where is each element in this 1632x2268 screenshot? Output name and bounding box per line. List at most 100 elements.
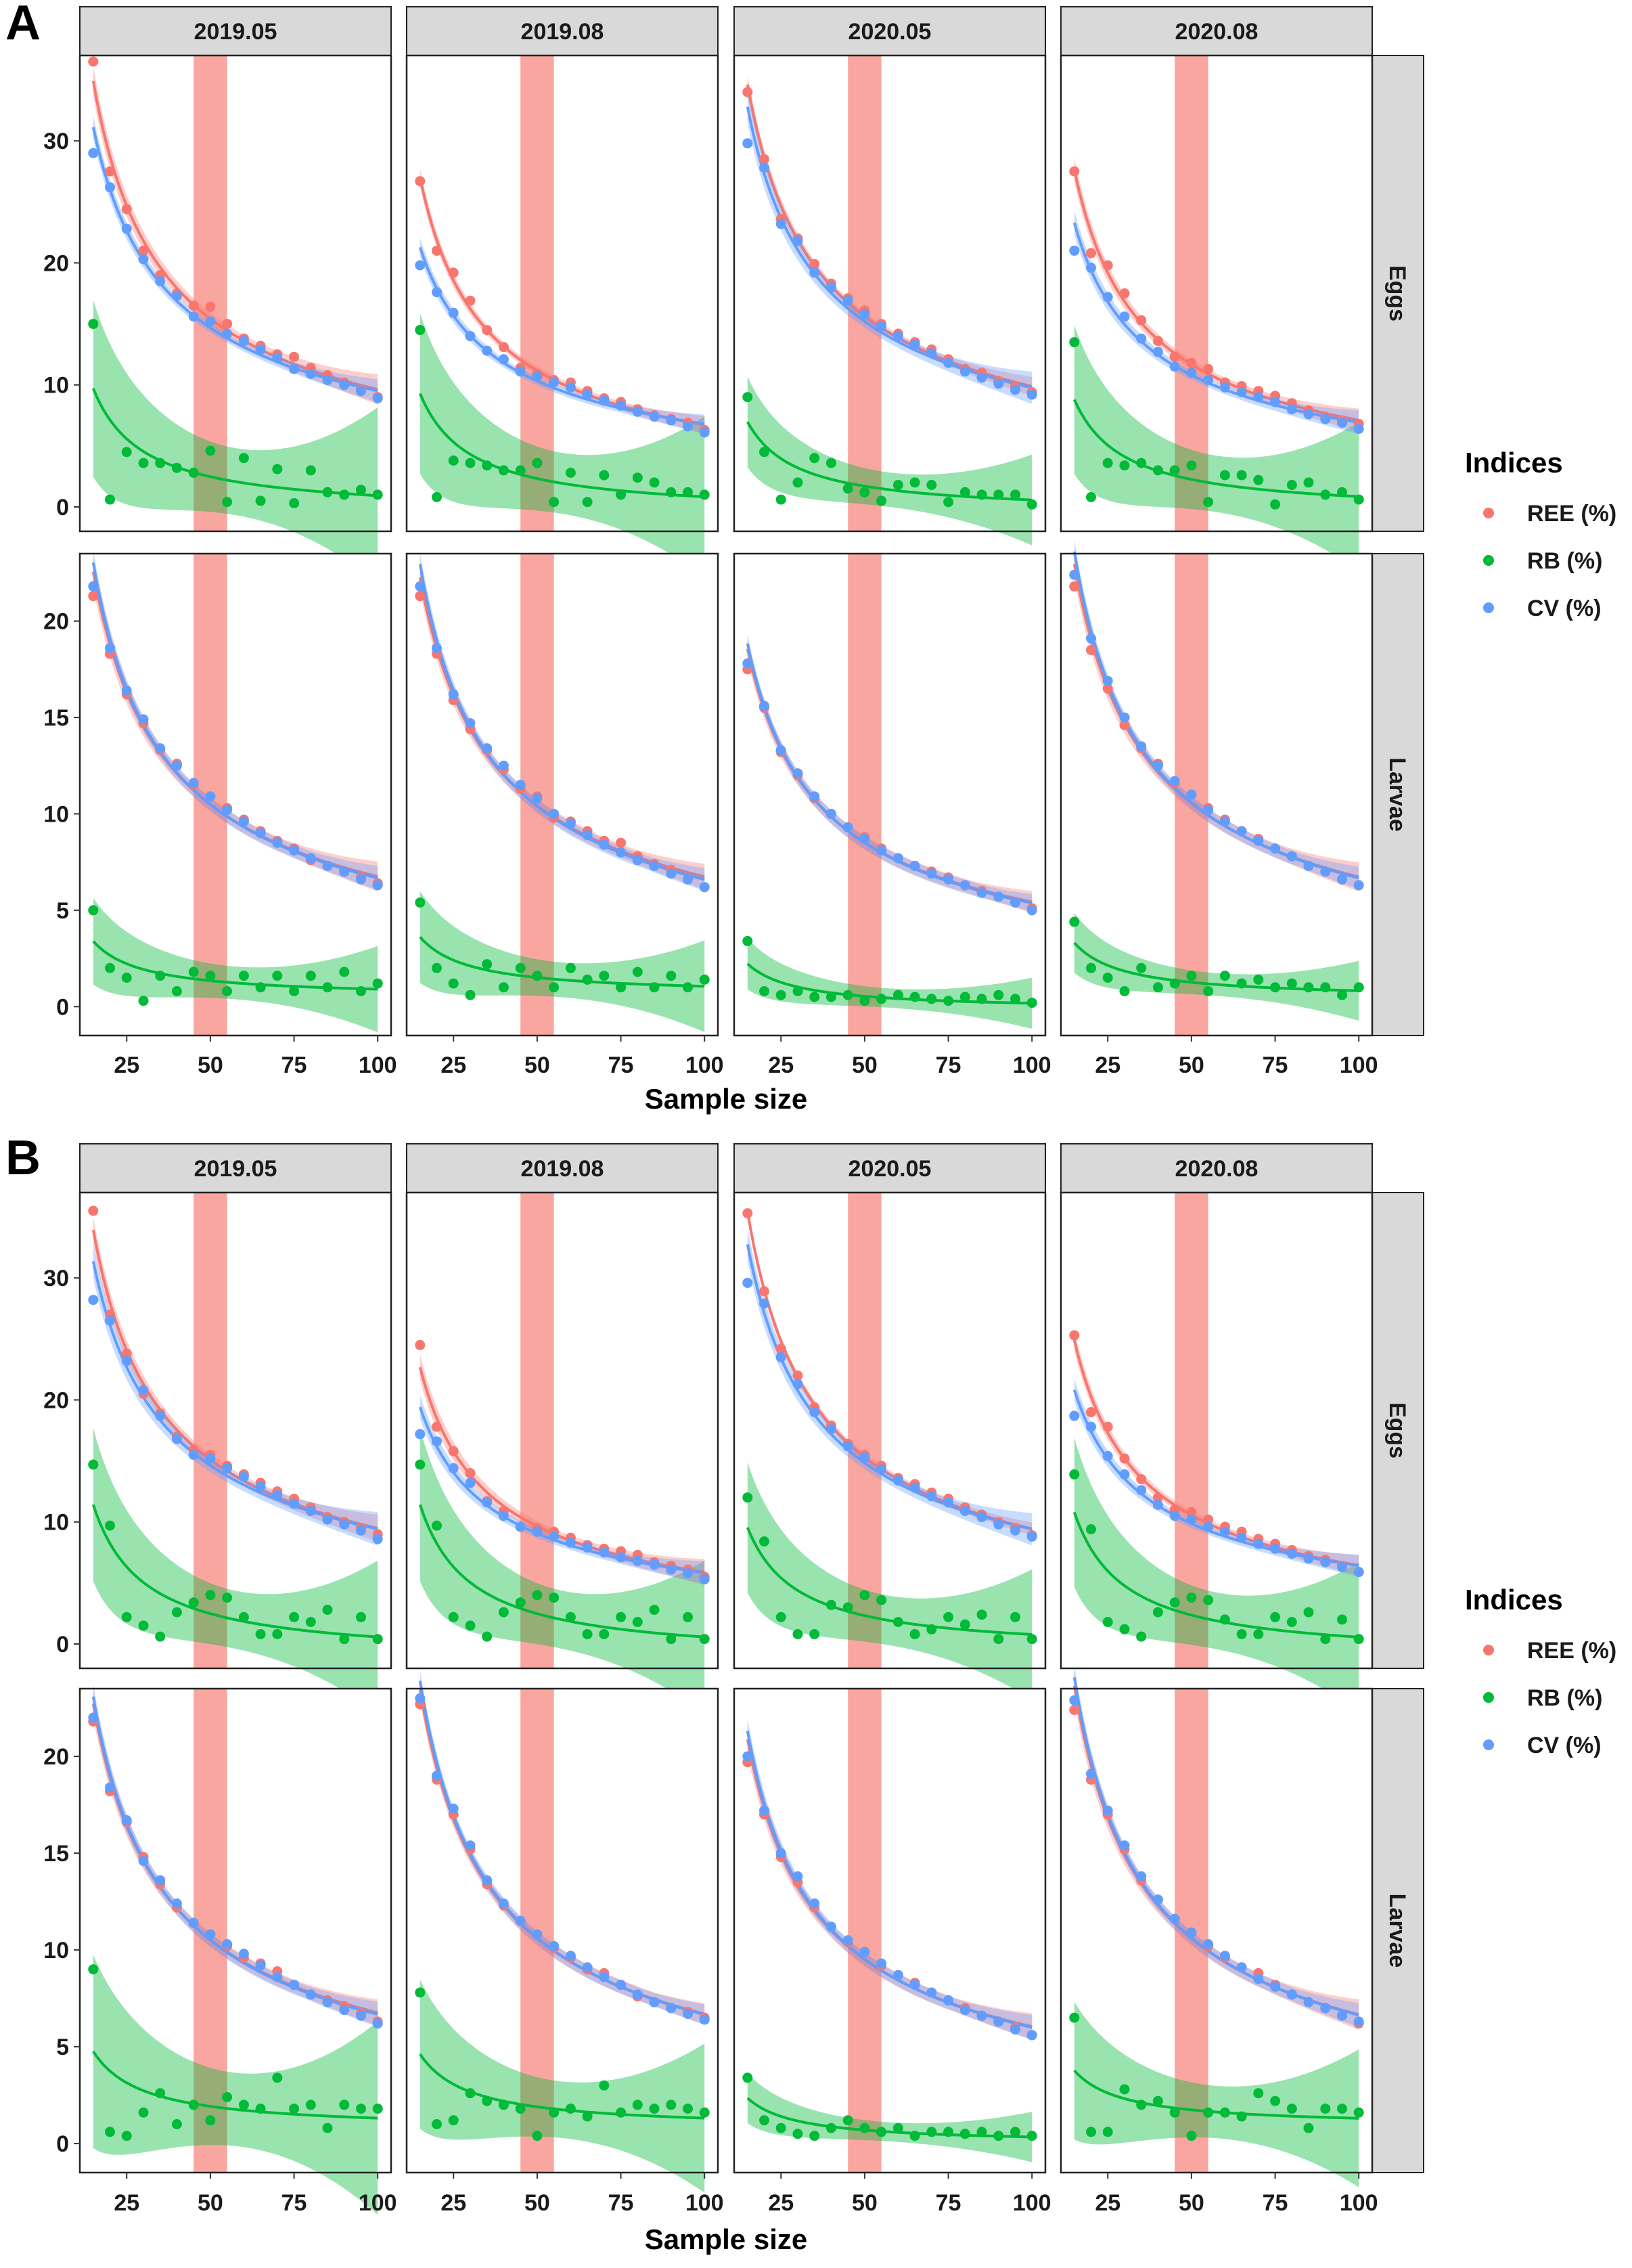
data-point-cv [859, 1947, 870, 1957]
data-point-rb [759, 1536, 769, 1547]
data-point-rb [616, 982, 627, 993]
x-tick-label: 25 [768, 1052, 794, 1078]
data-point-rb [666, 1634, 677, 1645]
data-point-rb [1203, 1595, 1214, 1605]
data-point-cv [759, 701, 769, 711]
column-strip-label: 2020.05 [848, 19, 932, 45]
legend-title: Indices [1465, 447, 1563, 479]
data-point-cv [1119, 1469, 1130, 1480]
data-point-ree [415, 176, 426, 187]
data-point-rb [1026, 499, 1037, 510]
data-point-cv [322, 1514, 333, 1525]
data-point-cv [809, 1407, 820, 1417]
confidence-band-rb [1074, 1438, 1359, 1712]
data-point-rb [532, 458, 543, 468]
data-point-cv [599, 1547, 610, 1558]
data-point-rb [482, 1631, 493, 1642]
panel-border [405, 552, 719, 1037]
data-point-cv [482, 743, 493, 754]
data-point-cv [155, 276, 166, 286]
trend-line-rb [418, 1504, 705, 1639]
data-point-rb [599, 1629, 610, 1639]
data-point-cv [649, 1997, 660, 2007]
confidence-band-rb [93, 1955, 378, 2215]
data-point-rb [255, 2104, 266, 2114]
data-point-cv [415, 1693, 426, 1704]
data-point-cv [498, 1511, 509, 1521]
data-point-cv [892, 331, 903, 342]
data-point-cv [322, 860, 333, 871]
data-point-cv [1320, 1557, 1331, 1567]
data-point-rb [1236, 978, 1247, 989]
legend-key-rb [1483, 1692, 1494, 1703]
data-point-rb [432, 2119, 442, 2129]
data-point-rb [892, 990, 903, 1000]
data-point-rb [909, 2131, 920, 2141]
data-point-cv [926, 1491, 937, 1502]
data-point-rb [649, 1605, 660, 1615]
data-point-cv [1203, 805, 1214, 816]
data-point-cv [759, 1298, 769, 1309]
data-point-cv [1219, 382, 1230, 393]
data-point-rb [138, 2107, 149, 2118]
data-point-cv [666, 868, 677, 879]
data-point-cv [356, 386, 366, 397]
data-point-cv [272, 353, 283, 363]
data-point-rb [683, 1611, 693, 1622]
panel-border [1060, 1687, 1374, 2174]
data-point-cv [699, 427, 710, 438]
data-point-rb [599, 2080, 610, 2091]
data-point-cv [1086, 263, 1096, 273]
y-tick-label: 15 [43, 1841, 69, 1867]
panel-border [733, 552, 1047, 1037]
data-point-cv [1320, 2003, 1331, 2014]
data-point-ree [1069, 1705, 1080, 1715]
data-point-rb [372, 1634, 383, 1645]
data-point-cv [792, 1379, 803, 1389]
data-point-rb [699, 2107, 710, 2118]
data-point-cv [792, 1871, 803, 1882]
data-point-cv [305, 1989, 316, 2000]
data-point-rb [1102, 1617, 1113, 1627]
confidence-band-cv [420, 1670, 705, 2025]
panel-border [1060, 1191, 1374, 1670]
y-tick-label: 10 [43, 373, 69, 399]
x-tick-label: 75 [281, 1052, 307, 1078]
highlight-band [848, 554, 882, 1036]
x-tick-label: 75 [936, 2190, 961, 2216]
data-point-rb [1353, 494, 1364, 505]
panel-2020.05-Larvae: 25 50 75 100 [733, 552, 1051, 1078]
data-point-cv [515, 780, 526, 791]
panel-letter: B [5, 1131, 41, 1185]
data-point-cv [1136, 1485, 1147, 1496]
data-point-rb [372, 489, 383, 500]
data-point-cv [1253, 1974, 1264, 1984]
data-point-rb [155, 2088, 166, 2099]
data-point-cv [105, 182, 115, 193]
data-point-rb [683, 2104, 693, 2114]
data-point-rb [356, 485, 366, 495]
data-point-rb [322, 1605, 333, 1615]
data-point-cv [289, 1980, 300, 1991]
data-point-cv [892, 853, 903, 864]
data-point-cv [959, 366, 970, 377]
y-tick-label: 10 [43, 1938, 69, 1963]
data-point-cv [1169, 776, 1180, 786]
data-point-rb [683, 982, 693, 993]
data-point-rb [632, 2099, 643, 2110]
data-point-cv [171, 1433, 182, 1444]
data-point-rb [1102, 458, 1113, 468]
data-point-rb [616, 1611, 627, 1622]
data-point-rb [171, 2119, 182, 2129]
data-point-ree [1102, 260, 1113, 271]
data-point-cv [976, 887, 987, 898]
data-point-cv [1320, 866, 1331, 877]
panel-border [78, 54, 392, 533]
confidence-band-rb [420, 313, 705, 577]
data-point-rb [105, 1520, 115, 1531]
data-point-cv [683, 421, 693, 432]
data-point-rb [699, 974, 710, 985]
data-point-rb [549, 1593, 560, 1603]
x-tick-label: 100 [685, 1052, 724, 1078]
data-point-rb [649, 982, 660, 993]
